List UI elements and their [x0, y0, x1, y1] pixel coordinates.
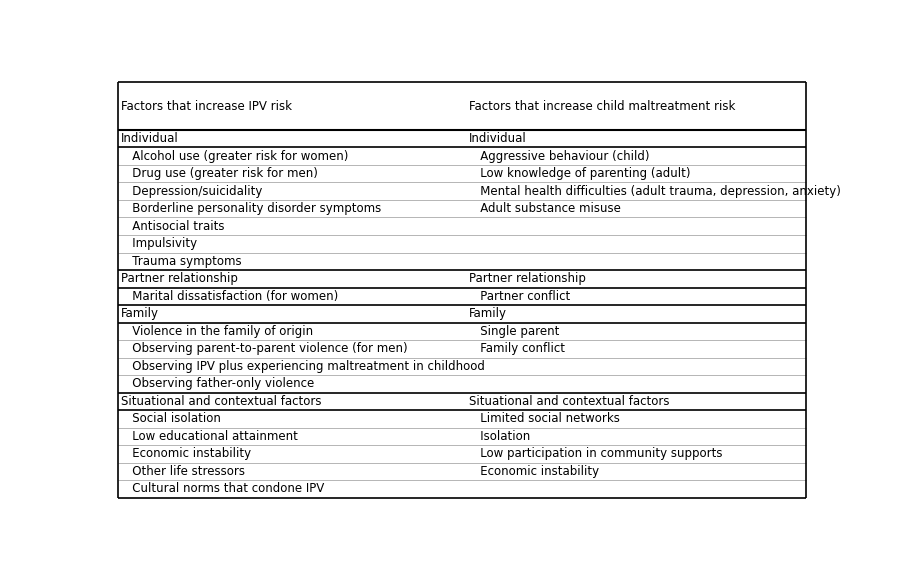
Text: Cultural norms that condone IPV: Cultural norms that condone IPV [121, 482, 325, 495]
Text: Partner conflict: Partner conflict [469, 290, 571, 303]
Text: Individual: Individual [121, 132, 179, 145]
Text: Single parent: Single parent [469, 325, 559, 338]
Text: Factors that increase child maltreatment risk: Factors that increase child maltreatment… [469, 99, 736, 112]
Text: Aggressive behaviour (child): Aggressive behaviour (child) [469, 150, 649, 162]
Text: Trauma symptoms: Trauma symptoms [121, 255, 242, 268]
Text: Other life stressors: Other life stressors [121, 465, 245, 478]
Text: Drug use (greater risk for men): Drug use (greater risk for men) [121, 167, 318, 180]
Text: Alcohol use (greater risk for women): Alcohol use (greater risk for women) [121, 150, 348, 162]
Text: Individual: Individual [469, 132, 527, 145]
Text: Observing parent-to-parent violence (for men): Observing parent-to-parent violence (for… [121, 343, 408, 356]
Text: Situational and contextual factors: Situational and contextual factors [121, 395, 322, 408]
Text: Situational and contextual factors: Situational and contextual factors [469, 395, 670, 408]
Text: Depression/suicidality: Depression/suicidality [121, 185, 262, 198]
Text: Partner relationship: Partner relationship [469, 272, 586, 285]
Text: Limited social networks: Limited social networks [469, 412, 621, 425]
Text: Observing IPV plus experiencing maltreatment in childhood: Observing IPV plus experiencing maltreat… [121, 360, 485, 373]
Text: Impulsivity: Impulsivity [121, 237, 198, 250]
Text: Factors that increase IPV risk: Factors that increase IPV risk [121, 99, 292, 112]
Text: Economic instability: Economic instability [121, 448, 252, 461]
Text: Borderline personality disorder symptoms: Borderline personality disorder symptoms [121, 202, 382, 215]
Text: Violence in the family of origin: Violence in the family of origin [121, 325, 313, 338]
Text: Partner relationship: Partner relationship [121, 272, 238, 285]
Text: Observing father-only violence: Observing father-only violence [121, 377, 315, 390]
Text: Family: Family [121, 307, 159, 320]
Text: Family conflict: Family conflict [469, 343, 566, 356]
Text: Low educational attainment: Low educational attainment [121, 430, 298, 443]
Text: Isolation: Isolation [469, 430, 530, 443]
Text: Antisocial traits: Antisocial traits [121, 220, 225, 233]
Text: Economic instability: Economic instability [469, 465, 600, 478]
Text: Social isolation: Social isolation [121, 412, 221, 425]
Text: Low participation in community supports: Low participation in community supports [469, 448, 723, 461]
Text: Adult substance misuse: Adult substance misuse [469, 202, 621, 215]
Text: Family: Family [469, 307, 507, 320]
Text: Mental health difficulties (adult trauma, depression, anxiety): Mental health difficulties (adult trauma… [469, 185, 842, 198]
Text: Marital dissatisfaction (for women): Marital dissatisfaction (for women) [121, 290, 338, 303]
Text: Low knowledge of parenting (adult): Low knowledge of parenting (adult) [469, 167, 691, 180]
